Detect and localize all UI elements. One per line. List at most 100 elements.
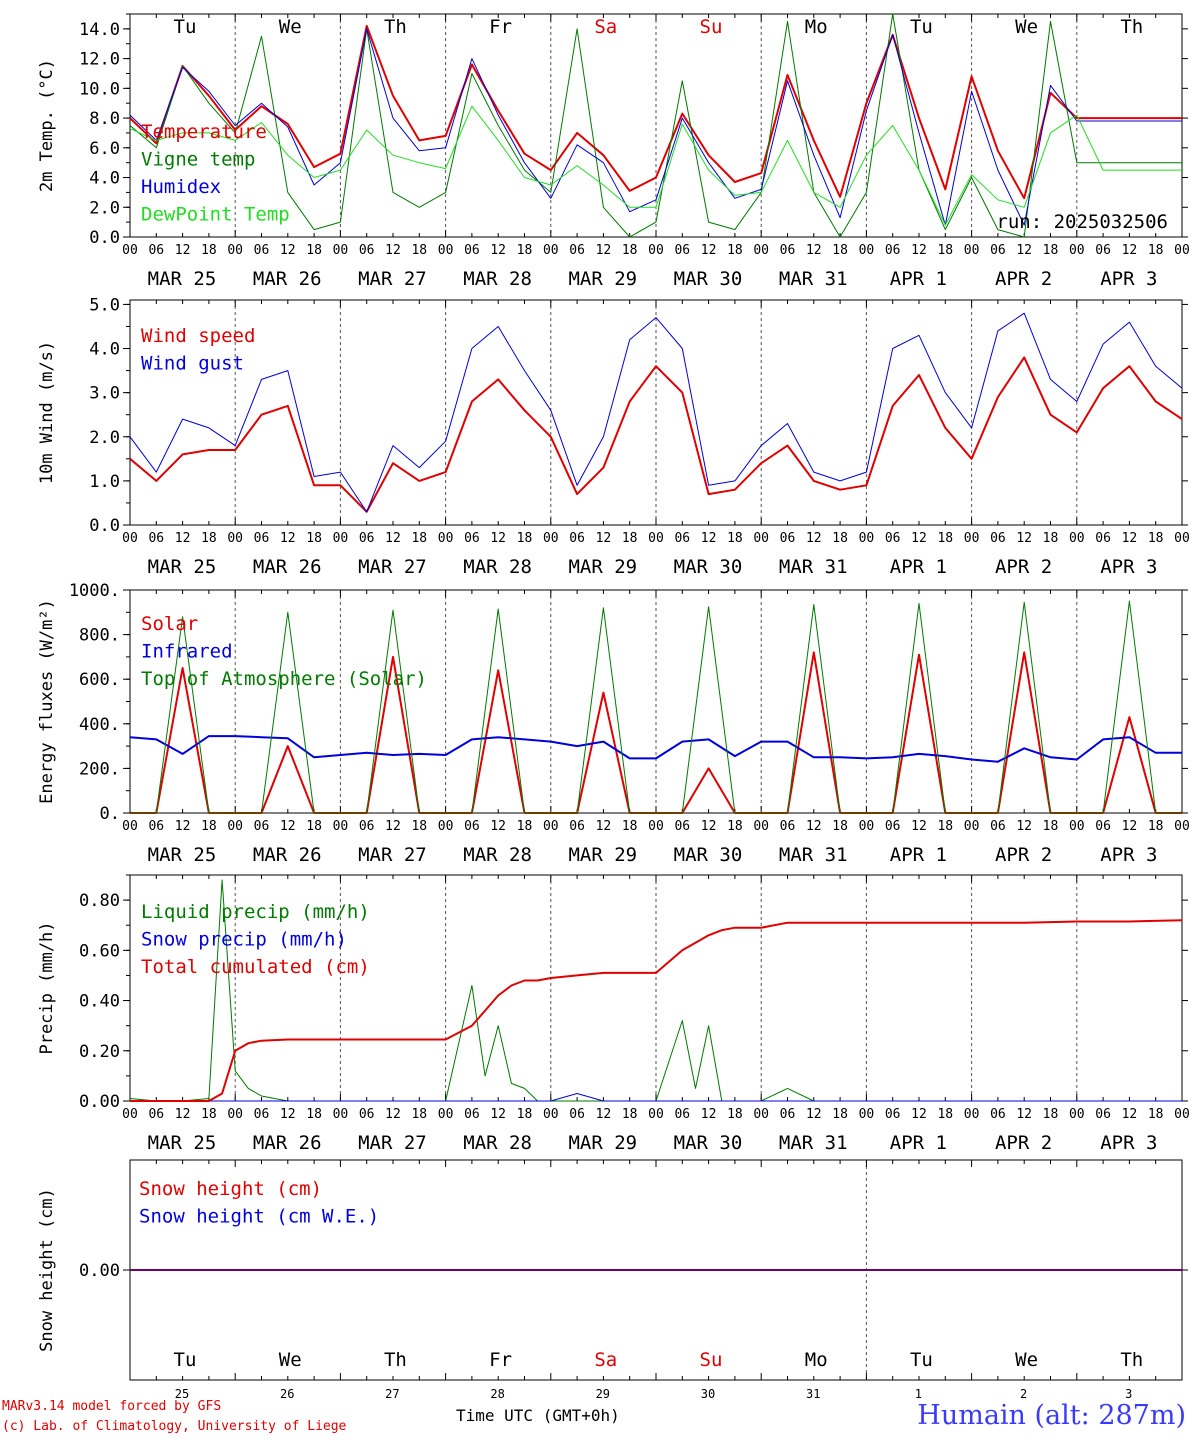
x-hour-label: 18 <box>832 819 848 834</box>
x-hour-label: 18 <box>1148 1107 1164 1122</box>
series-line-temperature <box>129 24 1182 200</box>
x-hour-label: 06 <box>1095 819 1111 834</box>
x-hour-label: 00 <box>753 531 769 546</box>
x-hour-label: 00 <box>543 819 559 834</box>
x-hour-label: 12 <box>1122 531 1138 546</box>
x-hour-label: 06 <box>254 819 270 834</box>
legend-entry: Humidex <box>141 176 221 198</box>
weekday-label-top: Su <box>700 16 723 38</box>
y-tick-label: 4.0 <box>89 340 120 360</box>
y-axis-label: Energy fluxes (W/m²) <box>37 599 57 804</box>
x-hour-label: 18 <box>727 1107 743 1122</box>
legend-entry: Infrared <box>141 641 233 663</box>
y-tick-label: 200. <box>79 759 120 779</box>
weekday-label-bottom: Th <box>1120 1349 1143 1371</box>
x-date-label: APR 1 <box>890 556 947 578</box>
x-hour-label: 06 <box>148 243 164 258</box>
x-hour-label: 00 <box>227 531 243 546</box>
x-date-label: MAR 29 <box>568 844 637 866</box>
x-hour-label: 06 <box>148 531 164 546</box>
x-hour-label: 00 <box>859 531 875 546</box>
x-hour-label: 06 <box>1095 1107 1111 1122</box>
x-hour-label: 00 <box>648 531 664 546</box>
legend-entry: Snow height (cm W.E.) <box>139 1206 379 1228</box>
x-hour-label: 12 <box>175 819 191 834</box>
x-hour-label: 18 <box>622 819 638 834</box>
x-hour-label: 00 <box>438 819 454 834</box>
time-axis-label: Time UTC (GMT+0h) <box>456 1406 620 1425</box>
y-tick-label: 5.0 <box>89 295 120 315</box>
legend-entry: Solar <box>141 613 198 635</box>
x-date-label: MAR 31 <box>779 556 848 578</box>
x-hour-label: 18 <box>832 1107 848 1122</box>
y-tick-label: 2.0 <box>89 428 120 448</box>
x-hour-label: 12 <box>596 531 612 546</box>
x-hour-label: 06 <box>464 819 480 834</box>
x-hour-label: 00 <box>543 531 559 546</box>
weekday-label-bottom: Th <box>384 1349 407 1371</box>
y-tick-label: 0.60 <box>79 941 120 961</box>
x-hour-label: 18 <box>727 819 743 834</box>
x-date-label: APR 1 <box>890 844 947 866</box>
x-hour-label: 00 <box>227 243 243 258</box>
x-hour-label: 06 <box>780 1107 796 1122</box>
x-hour-label: 12 <box>385 819 401 834</box>
x-date-label: MAR 29 <box>568 268 637 290</box>
x-hour-label: 12 <box>175 531 191 546</box>
x-hour-label: 06 <box>359 531 375 546</box>
x-hour-label: 06 <box>464 1107 480 1122</box>
x-hour-label: 00 <box>753 243 769 258</box>
y-axis-label: 10m Wind (m/s) <box>37 341 57 484</box>
x-hour-label: 06 <box>254 531 270 546</box>
x-hour-label: 00 <box>438 531 454 546</box>
x-hour-label: 00 <box>543 243 559 258</box>
day-number-label: 1 <box>915 1387 922 1401</box>
x-hour-label: 00 <box>859 1107 875 1122</box>
weekday-label-bottom: Mo <box>805 1349 828 1371</box>
legend-entry: DewPoint Temp <box>141 204 290 226</box>
x-hour-label: 00 <box>753 819 769 834</box>
x-date-label: MAR 25 <box>148 1132 217 1154</box>
x-hour-label: 00 <box>227 819 243 834</box>
x-hour-label: 06 <box>990 1107 1006 1122</box>
x-hour-label: 18 <box>727 531 743 546</box>
x-hour-label: 12 <box>490 531 506 546</box>
x-date-label: APR 2 <box>995 268 1052 290</box>
weekday-label-bottom: Fr <box>489 1349 512 1371</box>
day-number-label: 30 <box>701 1387 715 1401</box>
y-tick-label: 14.0 <box>79 20 120 40</box>
legend-entry: Snow height (cm) <box>139 1178 322 1200</box>
x-hour-label: 12 <box>1016 819 1032 834</box>
x-date-label: MAR 26 <box>253 556 322 578</box>
x-hour-label: 00 <box>964 531 980 546</box>
plot-frame <box>129 589 1183 814</box>
x-date-label: APR 1 <box>890 268 947 290</box>
x-hour-label: 00 <box>227 1107 243 1122</box>
x-hour-label: 00 <box>333 819 349 834</box>
x-date-label: MAR 27 <box>358 556 427 578</box>
day-number-label: 26 <box>280 1387 294 1401</box>
day-number-label: 31 <box>806 1387 820 1401</box>
x-hour-label: 18 <box>622 1107 638 1122</box>
x-hour-label: 12 <box>385 1107 401 1122</box>
x-hour-label: 12 <box>490 243 506 258</box>
legend-entry: Wind speed <box>141 325 255 347</box>
weekday-label-bottom: Sa <box>594 1349 617 1371</box>
series-line-vigne-temp <box>129 13 1182 238</box>
x-hour-label: 06 <box>990 819 1006 834</box>
weekday-label-bottom: Su <box>700 1349 723 1371</box>
x-date-label: MAR 29 <box>568 1132 637 1154</box>
x-hour-label: 12 <box>911 243 927 258</box>
x-hour-label: 18 <box>937 531 953 546</box>
y-tick-label: 0.00 <box>79 1092 120 1112</box>
x-date-label: MAR 26 <box>253 844 322 866</box>
x-hour-label: 00 <box>648 819 664 834</box>
x-hour-label: 18 <box>306 819 322 834</box>
series-line-total-cumulated-cm- <box>130 919 1183 1102</box>
x-date-label: APR 2 <box>995 1132 1052 1154</box>
x-hour-label: 12 <box>911 819 927 834</box>
x-hour-label: 12 <box>701 819 717 834</box>
x-hour-label: 18 <box>517 1107 533 1122</box>
x-hour-label: 12 <box>911 1107 927 1122</box>
x-hour-label: 06 <box>464 531 480 546</box>
